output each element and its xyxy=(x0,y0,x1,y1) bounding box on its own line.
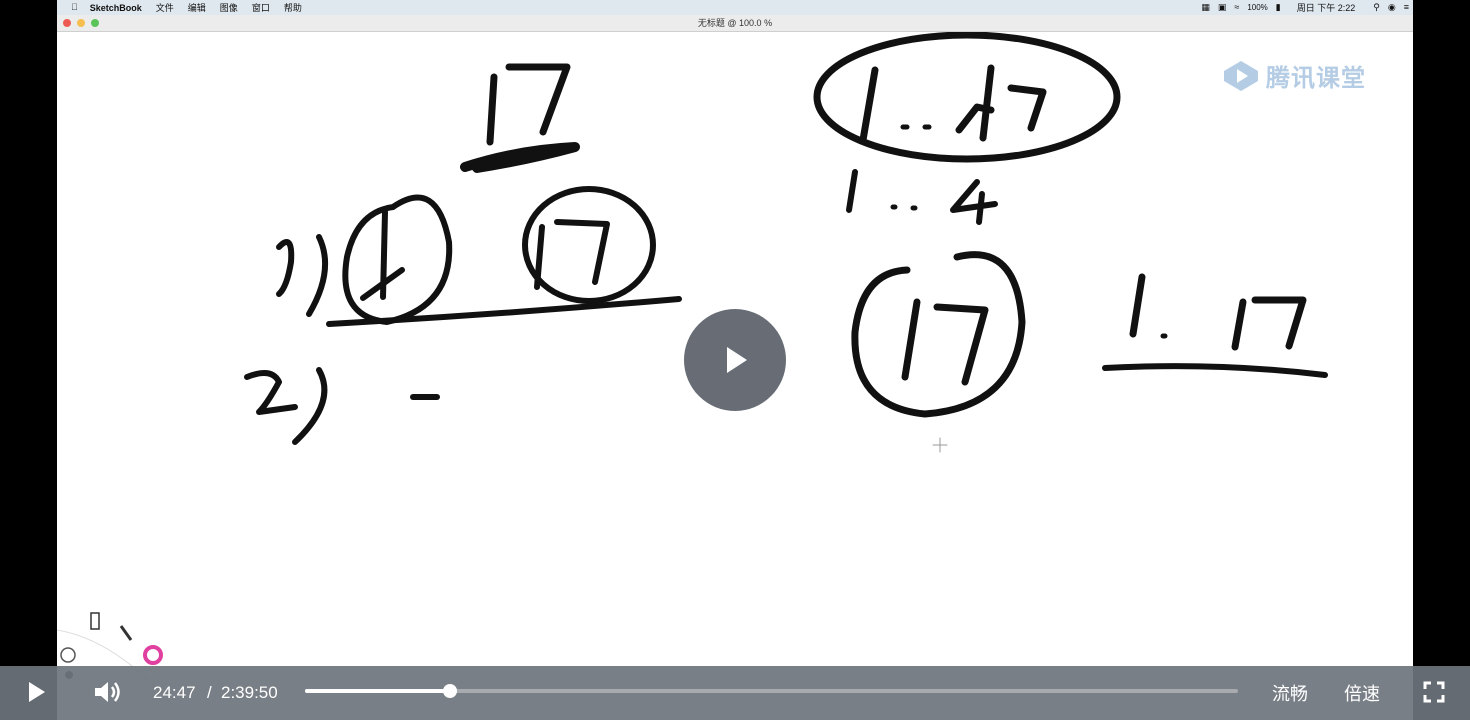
tencent-classroom-logo-icon xyxy=(1224,60,1258,91)
zoom-window-button[interactable] xyxy=(91,19,99,27)
fullscreen-icon xyxy=(1423,681,1445,703)
play-button[interactable] xyxy=(26,680,48,709)
grid-icon[interactable]: ▦ xyxy=(1201,2,1210,12)
tencent-classroom-watermark: 腾讯课堂 xyxy=(1222,58,1366,93)
battery-icon[interactable]: ▮ xyxy=(1275,2,1281,12)
center-play-button[interactable] xyxy=(684,309,786,411)
progress-handle[interactable] xyxy=(442,684,457,698)
menu-item-help[interactable]: 帮助 xyxy=(277,3,302,13)
play-small-icon xyxy=(29,682,45,702)
handwriting-ink xyxy=(244,32,1328,453)
window-title: 无标题 @ 100.0 % xyxy=(697,18,773,28)
color-wheel-icon[interactable] xyxy=(143,645,163,665)
pencil-tool-icon[interactable] xyxy=(90,612,100,630)
menu-item-image[interactable]: 图像 xyxy=(213,3,238,13)
volume-button[interactable] xyxy=(93,678,123,711)
mac-menu-bar:  SketchBook 文件 编辑 图像 窗口 帮助 ▦ ▣ ≈ 100% ▮… xyxy=(57,0,1413,15)
time-separator: / xyxy=(207,683,212,702)
volume-icon xyxy=(95,682,120,702)
fullscreen-button[interactable] xyxy=(1423,681,1445,708)
menu-item-edit[interactable]: 编辑 xyxy=(181,3,206,13)
watermark-text: 腾讯课堂 xyxy=(1266,65,1366,92)
menu-item-window[interactable]: 窗口 xyxy=(245,3,270,13)
wifi-icon[interactable]: ≈ xyxy=(1234,2,1240,12)
brush-tool-icon[interactable] xyxy=(119,625,133,641)
progress-fill xyxy=(305,689,450,693)
menu-item-app[interactable]: SketchBook xyxy=(83,2,142,13)
current-time: 24:47 xyxy=(153,683,196,702)
layer-tool-icon[interactable] xyxy=(60,647,76,663)
apple-icon[interactable]:  xyxy=(71,0,78,15)
total-time: 2:39:50 xyxy=(221,683,278,702)
window-title-bar: 无标题 @ 100.0 % xyxy=(57,15,1413,32)
search-icon[interactable]: ⚲ xyxy=(1373,2,1380,12)
player-control-bar: 24:47 / 2:39:50 流畅 倍速 xyxy=(0,666,1470,720)
s-app-icon[interactable]: ▣ xyxy=(1217,2,1227,12)
minimize-window-button[interactable] xyxy=(77,19,85,27)
close-window-button[interactable] xyxy=(63,19,71,27)
speed-button[interactable]: 倍速 xyxy=(1344,684,1380,704)
menu-item-file[interactable]: 文件 xyxy=(149,3,174,13)
siri-icon[interactable]: ◉ xyxy=(1387,2,1396,12)
menu-clock[interactable]: 周日 下午 2:22 xyxy=(1296,3,1356,13)
play-icon xyxy=(727,347,747,373)
progress-bar[interactable] xyxy=(305,684,1238,698)
battery-percent: 100% xyxy=(1247,3,1268,12)
menu-list-icon[interactable]: ≡ xyxy=(1403,2,1409,12)
quality-button[interactable]: 流畅 xyxy=(1272,684,1308,704)
